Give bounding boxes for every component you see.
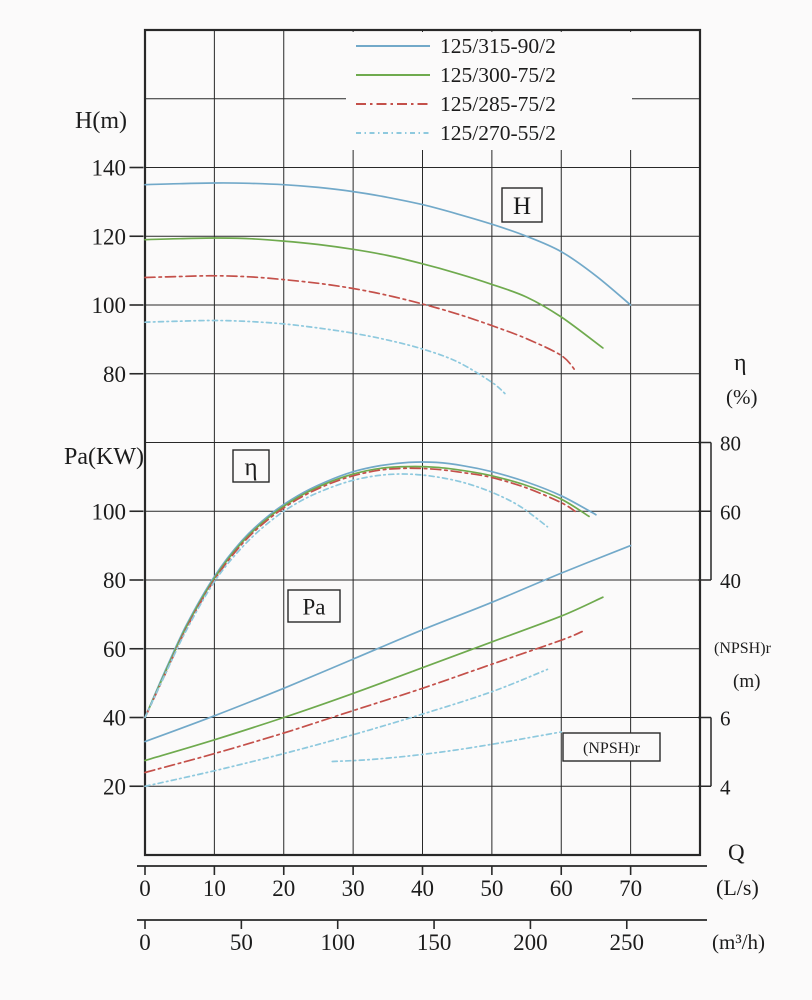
- legend-label-2: 125/285-75/2: [440, 92, 556, 116]
- pa-axis-tick-label: 100: [92, 499, 127, 524]
- npsh-axis-tick-label: 4: [720, 775, 731, 799]
- eta-curve-2: [144, 467, 576, 719]
- q-ls-tick-label: 40: [411, 876, 434, 901]
- pa-curve-2: [144, 630, 583, 774]
- region-box-eta: [232, 449, 270, 483]
- eta-axis-unit: (%): [726, 385, 757, 409]
- h-axis-tick-label: 100: [92, 293, 127, 318]
- region-label-Pa: Pa: [303, 594, 326, 619]
- q-axis-title: Q: [728, 840, 745, 865]
- npsh-axis-tick-label: 6: [720, 707, 731, 731]
- q-ls-tick-label: 60: [550, 876, 573, 901]
- eta-axis-tick-label: 80: [720, 432, 741, 456]
- pa-axis-tick-label: 20: [103, 774, 126, 799]
- q-m3h-tick-label: 250: [610, 930, 645, 955]
- h-curve-3: [144, 319, 507, 396]
- legend-label-0: 125/315-90/2: [440, 34, 556, 58]
- q-ls-tick-label: 50: [480, 876, 503, 901]
- legend-background: [346, 32, 632, 150]
- q-m3h-tick-label: 100: [320, 930, 355, 955]
- q-m3h-tick-label: 200: [513, 930, 548, 955]
- pa-curve-3: [144, 668, 549, 788]
- pa-axis-tick-label: 80: [103, 568, 126, 593]
- eta-axis-title: η: [734, 350, 747, 376]
- h-curve-1: [144, 237, 604, 349]
- pa-axis-tick-label: 60: [103, 637, 126, 662]
- q-ls-tick-label: 20: [272, 876, 295, 901]
- legend-label-3: 125/270-55/2: [440, 121, 556, 145]
- q-ls-tick-label: 0: [139, 876, 151, 901]
- eta-axis-tick-label: 40: [720, 569, 741, 593]
- q-m3h-tick-label: 50: [230, 930, 253, 955]
- q-axis-unit-m3h: (m³/h): [712, 930, 765, 954]
- legend-label-1: 125/300-75/2: [440, 63, 556, 87]
- region-box-H: [501, 187, 543, 223]
- region-label-npsh: (NPSH)r: [583, 740, 641, 757]
- q-m3h-tick-label: 150: [417, 930, 452, 955]
- region-box-npsh: [562, 732, 661, 762]
- q-ls-tick-label: 30: [342, 876, 365, 901]
- h-axis-tick-label: 140: [92, 156, 127, 181]
- region-label-H: H: [513, 193, 531, 220]
- npsh-axis-title: (NPSH)r: [714, 640, 772, 657]
- q-m3h-tick-label: 0: [139, 930, 151, 955]
- pa-curve-0: [144, 544, 632, 743]
- h-curve-2: [144, 274, 576, 372]
- q-axis-unit-ls: (L/s): [716, 875, 759, 900]
- q-ls-tick-label: 10: [203, 876, 226, 901]
- eta-curve-0: [144, 461, 597, 719]
- eta-axis-tick-label: 60: [720, 500, 741, 524]
- npsh-axis-unit: (m): [733, 671, 760, 692]
- pa-axis-tick-label: 40: [103, 706, 126, 731]
- h-axis-title: H(m): [75, 108, 127, 134]
- npsh-curve: [331, 731, 563, 763]
- region-box-Pa: [287, 589, 341, 623]
- eta-curve-1: [144, 465, 590, 719]
- h-axis-tick-label: 120: [92, 224, 127, 249]
- eta-curve-3: [144, 473, 549, 719]
- q-ls-tick-label: 70: [619, 876, 642, 901]
- h-axis-tick-label: 80: [103, 362, 126, 387]
- h-curve-0: [144, 182, 632, 306]
- region-label-eta: η: [244, 454, 257, 481]
- pa-curve-1: [144, 596, 604, 762]
- pa-axis-title: Pa(KW): [64, 444, 144, 470]
